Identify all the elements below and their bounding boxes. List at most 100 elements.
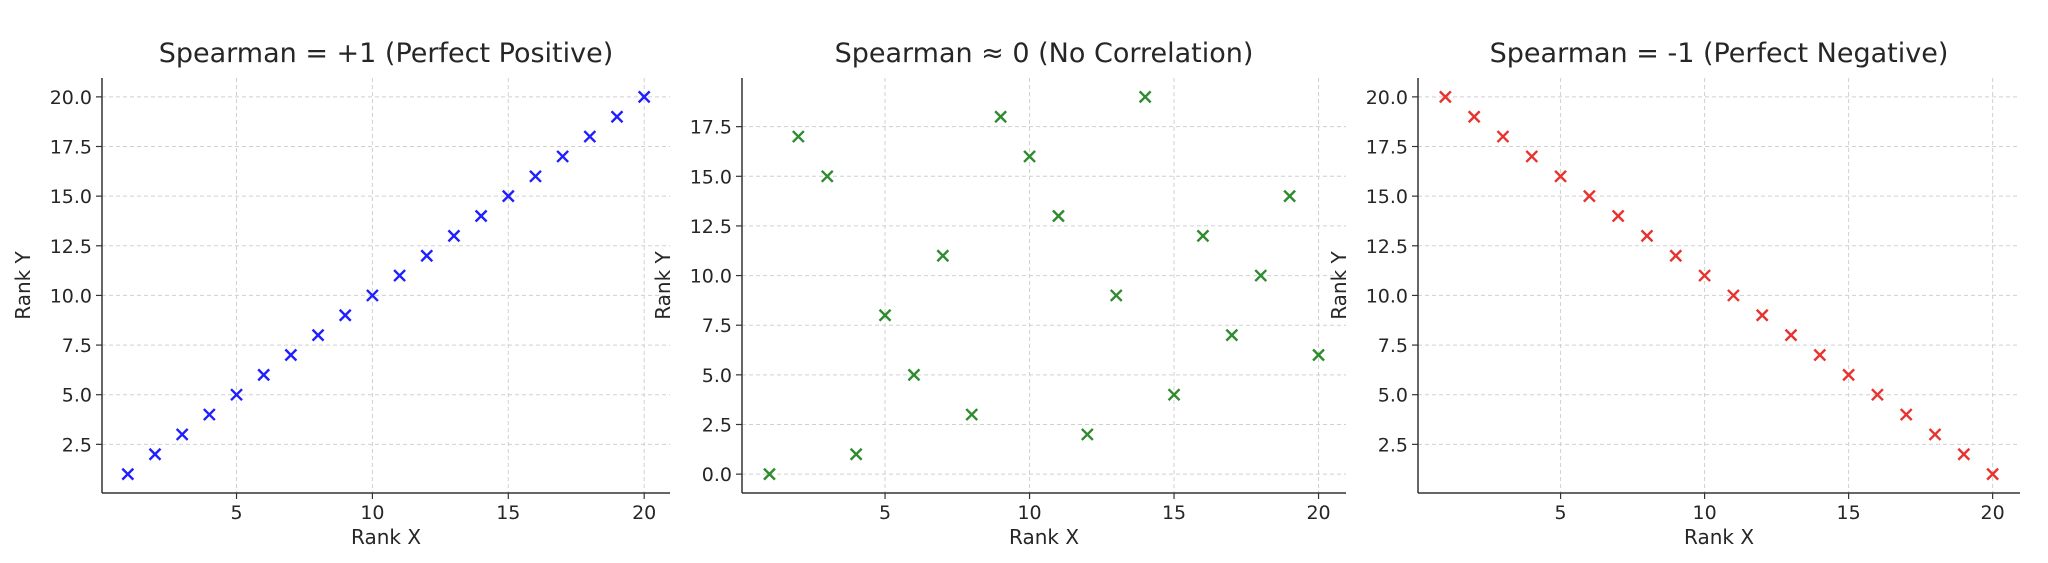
- data-point: [936, 249, 950, 263]
- y-tick-label: 7.5: [62, 335, 92, 357]
- data-point: [1138, 90, 1152, 104]
- x-tick-label: 20: [632, 502, 656, 524]
- x-tick-label: 10: [360, 502, 384, 524]
- data-point: [420, 249, 434, 263]
- data-point: [849, 447, 863, 461]
- x-axis-label: Rank X: [1009, 525, 1079, 549]
- data-point: [1986, 467, 1999, 481]
- y-tick-label: 7.5: [1378, 335, 1408, 357]
- data-point: [1755, 308, 1769, 322]
- subplot-3: 5 10 15 20 2.5 5.0 7.5 10.0 12.5 15.0 17.5 20.0 Spea…: [1327, 38, 2020, 549]
- y-tick-label: 17.5: [1366, 137, 1408, 159]
- data-point: [529, 169, 542, 183]
- data-point: [175, 428, 189, 441]
- x-tick-label: 15: [1837, 502, 1861, 524]
- y-tick-label: 12.5: [690, 216, 732, 238]
- data-point: [583, 130, 597, 143]
- y-tick-label: 2.5: [702, 414, 732, 436]
- data-point: [1467, 110, 1481, 124]
- data-point: [1957, 447, 1971, 461]
- y-axis-label: Rank Y: [651, 250, 675, 319]
- data-point: [1109, 289, 1123, 302]
- x-tick-label: 5: [230, 502, 242, 524]
- chart-title: Spearman ≈ 0 (No Correlation): [835, 38, 1254, 69]
- y-tick-label: 15.0: [690, 166, 732, 188]
- x-tick-label: 5: [879, 502, 891, 524]
- data-point: [610, 110, 624, 124]
- data-point: [1727, 289, 1740, 302]
- data-point: [907, 368, 921, 382]
- data-point: [257, 368, 271, 382]
- data-point: [1525, 150, 1539, 163]
- y-tick-label: 5.0: [702, 365, 732, 387]
- data-point: [338, 308, 352, 322]
- y-tick-label: 20.0: [1366, 87, 1408, 109]
- x-tick-label: 15: [1162, 502, 1186, 524]
- y-tick-label: 20.0: [50, 87, 92, 109]
- x-tick-label: 20: [1981, 502, 2005, 524]
- x-tick-label: 10: [1693, 502, 1717, 524]
- data-point: [1283, 189, 1296, 203]
- data-point: [447, 229, 461, 243]
- data-point: [1640, 229, 1654, 243]
- data-point: [284, 348, 298, 362]
- y-tick-label: 12.5: [50, 236, 92, 258]
- data-point: [1439, 90, 1452, 104]
- y-tick-label: 12.5: [1366, 236, 1408, 258]
- data-point: [501, 189, 515, 203]
- data-point: [1496, 130, 1510, 143]
- x-tick-label: 20: [1306, 502, 1330, 524]
- data-point: [1698, 269, 1711, 282]
- y-tick-label: 15.0: [50, 186, 92, 208]
- y-axis-label: Rank Y: [1327, 250, 1351, 319]
- data-point: [148, 447, 162, 461]
- chart-title: Spearman = +1 (Perfect Positive): [159, 38, 614, 69]
- data-point: [1081, 428, 1094, 441]
- data-point: [763, 467, 776, 481]
- data-point: [556, 150, 569, 163]
- y-tick-label: 2.5: [62, 434, 92, 456]
- data-point: [1167, 388, 1181, 402]
- data-point: [1554, 169, 1567, 183]
- y-tick-label: 10.0: [1366, 285, 1408, 307]
- y-tick-label: 7.5: [702, 315, 732, 337]
- x-tick-label: 5: [1555, 502, 1567, 524]
- data-point: [1023, 150, 1036, 163]
- data-point: [1669, 249, 1683, 263]
- y-tick-label: 5.0: [62, 385, 92, 407]
- data-point: [230, 388, 243, 402]
- x-tick-label: 10: [1017, 502, 1041, 524]
- data-point: [792, 130, 805, 143]
- x-tick-label: 15: [496, 502, 520, 524]
- data-point: [994, 110, 1007, 124]
- y-tick-label: 0.0: [702, 464, 732, 486]
- y-tick-label: 17.5: [690, 117, 732, 139]
- data-point: [1254, 269, 1268, 282]
- y-tick-label: 2.5: [1378, 434, 1408, 456]
- data-point: [1928, 428, 1942, 441]
- y-axis-label: Rank Y: [11, 250, 35, 319]
- data-point: [1784, 328, 1798, 342]
- data-point: [820, 169, 834, 183]
- chart-title: Spearman = -1 (Perfect Negative): [1490, 38, 1949, 69]
- data-point: [1052, 209, 1065, 223]
- data-point: [1899, 408, 1913, 421]
- data-point: [1611, 209, 1625, 223]
- y-tick-label: 5.0: [1378, 385, 1408, 407]
- data-point: [1871, 388, 1884, 402]
- data-point: [1813, 348, 1827, 362]
- data-point: [965, 408, 979, 421]
- data-point: [474, 209, 488, 223]
- data-point: [121, 467, 135, 481]
- data-point: [203, 408, 216, 421]
- x-axis-label: Rank X: [351, 525, 421, 549]
- data-point: [366, 289, 379, 302]
- x-axis-label: Rank X: [1684, 525, 1754, 549]
- data-point: [393, 269, 406, 282]
- data-point: [1196, 229, 1210, 243]
- y-tick-label: 10.0: [690, 266, 732, 288]
- data-point: [1842, 368, 1855, 382]
- data-point: [1312, 348, 1325, 362]
- data-point: [311, 328, 325, 342]
